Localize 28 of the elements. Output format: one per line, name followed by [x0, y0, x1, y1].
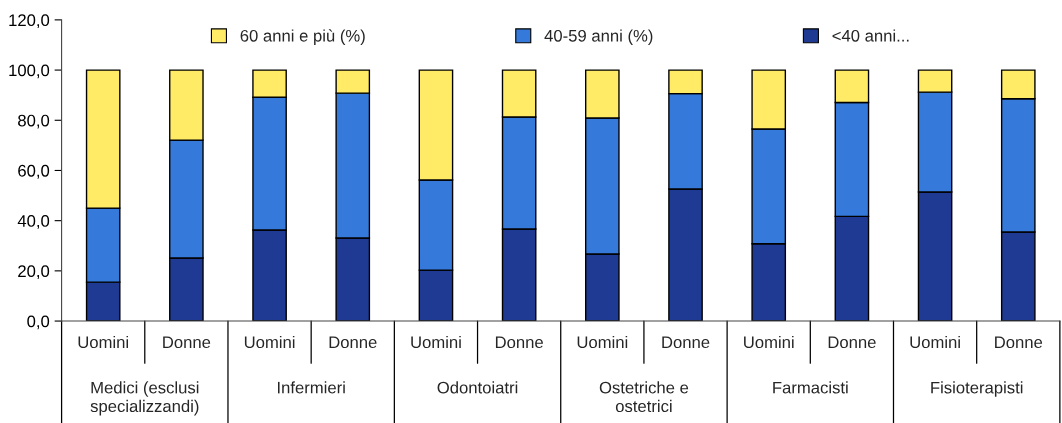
x-tick-label: Donne [495, 336, 543, 349]
x-tick-label: Uomini [577, 335, 628, 349]
y-tick-label: 120,0 [9, 14, 50, 29]
text: Odontoiatri [437, 381, 518, 394]
x-tick-label: Uomini [744, 335, 794, 349]
text: Fisioterapisti [931, 381, 1023, 397]
x-tick-label: Uomini [78, 335, 128, 349]
y-tick-label: 40,0 [17, 215, 50, 229]
x-tick-label: Donne [828, 336, 876, 349]
y-tick-label: 100,0 [9, 64, 50, 79]
x-tick-label: Donne [662, 336, 710, 349]
x-tick-label: Donne [995, 336, 1043, 349]
legend-label: 40-59 anni (%) [544, 29, 653, 45]
text: Infermieri [277, 381, 345, 394]
x-tick-label: Uomini [244, 335, 295, 349]
x-tick-label: Donne [163, 336, 211, 349]
legend-label: <40 anni... [832, 29, 909, 42]
y-tick-label: 60,0 [18, 164, 50, 179]
x-tick-label: Donne [329, 336, 377, 349]
legend-label: 60 anni e più (%) [240, 29, 365, 45]
text: Medici (esclusi specializzandi) [90, 381, 199, 416]
text: Ostetriche e ostetrici [599, 381, 689, 413]
y-tick-label: 0,0 [27, 315, 50, 330]
x-tick-label: Uomini [411, 335, 461, 349]
text: Farmacisti [773, 381, 848, 394]
y-tick-label: 20,0 [18, 265, 50, 280]
x-tick-label: Uomini [910, 335, 960, 349]
y-tick-label: 80,0 [18, 114, 50, 129]
